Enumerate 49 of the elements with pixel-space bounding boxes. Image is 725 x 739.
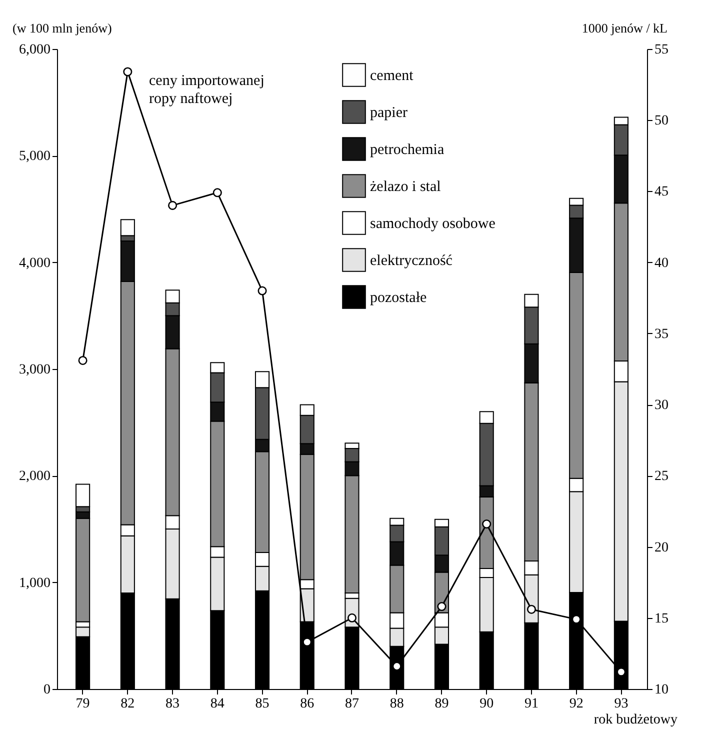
legend-label: pozostałe [370, 290, 427, 306]
point [482, 520, 492, 529]
legend-label: żelazo i stal [370, 179, 441, 195]
y2-tick-label: 25 [654, 469, 668, 484]
x-tick-label: 90 [480, 696, 494, 712]
point [168, 200, 178, 210]
x-tick-label: 79 [76, 696, 90, 712]
y-tick-label: 6,000 [19, 42, 50, 58]
y-tick-label: 3,000 [19, 362, 50, 378]
x-tick-label: 84 [210, 696, 224, 712]
y2-tick-label: 40 [654, 256, 668, 271]
legend-label: petrochemia [370, 142, 444, 158]
y-tick-label: 2,000 [19, 469, 50, 484]
x-tick-label: 92 [569, 696, 584, 712]
y-tick-label: 5,000 [19, 149, 50, 164]
x-tick-label: 86 [300, 696, 314, 712]
point [123, 67, 132, 76]
y2-axis-title: 1000 jenów / kL [582, 20, 668, 36]
y-tick-label: 0 [44, 682, 50, 698]
point [526, 604, 536, 614]
y2-tick-label: 20 [654, 540, 668, 556]
y2-tick-label: 30 [654, 398, 668, 414]
y-tick-label: 1,000 [19, 576, 50, 591]
x-tick-label: 91 [524, 696, 538, 712]
series-label: ceny importowanej ropy naftowej [149, 73, 264, 107]
y-axis-title: (w 100 mln jenów) [12, 20, 112, 36]
legend-label: samochody osobowe [370, 216, 496, 232]
x-tick-label: 85 [255, 696, 270, 712]
y-tick-label: 4,000 [19, 256, 50, 271]
y2-tick-label: 10 [654, 682, 668, 698]
y2-tick-label: 55 [654, 42, 668, 58]
legend-label: elektryczność [370, 253, 453, 269]
x-tick-label: 88 [390, 696, 404, 712]
x-axis-title: rok budżetowy [594, 712, 678, 728]
x-tick-label: 93 [614, 696, 628, 712]
point [258, 286, 267, 296]
legend-label: papier [370, 105, 408, 121]
x-tick-label: 89 [434, 696, 449, 712]
x-tick-label: 83 [166, 696, 180, 712]
x-tick-label: 87 [345, 696, 359, 712]
y2-tick-label: 45 [654, 184, 668, 200]
point [78, 356, 88, 365]
x-tick-label: 82 [120, 696, 135, 712]
point [212, 188, 222, 198]
legend-label: cement [370, 68, 414, 84]
y2-tick-label: 15 [654, 611, 668, 626]
y2-tick-label: 50 [654, 114, 668, 129]
y2-tick-label: 35 [654, 326, 668, 342]
point [437, 602, 446, 612]
